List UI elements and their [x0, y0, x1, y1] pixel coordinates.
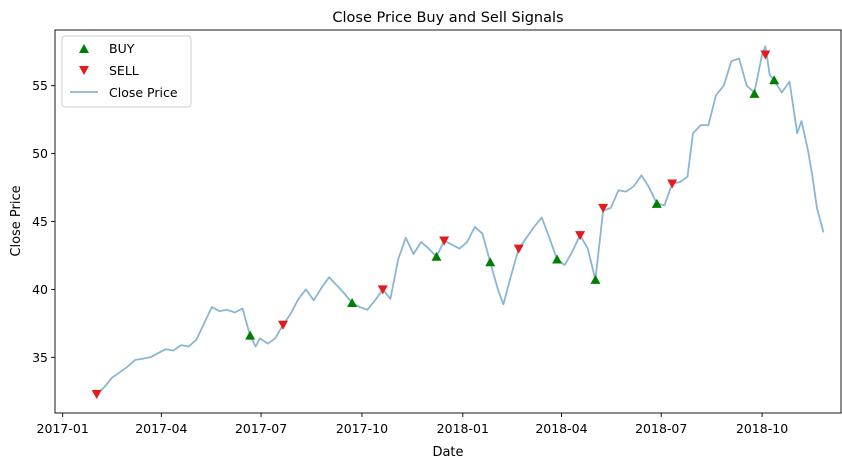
- sell-marker: [598, 203, 609, 213]
- y-tick-label: 35: [32, 350, 48, 365]
- chart-title: Close Price Buy and Sell Signals: [332, 10, 563, 26]
- x-axis-label: Date: [432, 445, 463, 460]
- x-tick-label: 2018-10: [736, 421, 788, 436]
- buy-marker: [245, 330, 256, 340]
- y-tick-label: 40: [32, 282, 48, 297]
- legend-buy-marker: [79, 44, 89, 53]
- buy-marker: [485, 257, 496, 267]
- x-tick-label: 2017-04: [135, 421, 187, 436]
- y-tick-label: 50: [32, 146, 48, 161]
- sell-marker: [513, 244, 524, 254]
- close-price-line: [96, 45, 825, 395]
- buy-marker: [749, 88, 760, 98]
- legend-sell-label: SELL: [109, 63, 139, 78]
- x-tick-label: 2017-10: [336, 421, 388, 436]
- legend-close-price-label: Close Price: [109, 85, 178, 100]
- sell-marker: [575, 231, 586, 241]
- sell-marker: [377, 285, 388, 295]
- y-axis-ticks: 35 40 45 50 55: [32, 78, 55, 365]
- close-price-series: [96, 45, 825, 395]
- sell-marker: [667, 179, 678, 189]
- buy-marker: [590, 274, 601, 284]
- legend-box: [61, 35, 192, 108]
- legend-sell-marker: [79, 66, 89, 75]
- x-tick-label: 2018-04: [535, 421, 587, 436]
- x-axis-ticks: 2017-01 2017-04 2017-07 2017-10 2018-01 2018-…: [37, 413, 788, 436]
- y-tick-label: 45: [32, 214, 48, 229]
- buy-signal-markers: [245, 75, 780, 340]
- y-axis-label: Close Price: [9, 185, 24, 256]
- legend-buy-label: BUY: [109, 41, 135, 56]
- x-tick-label: 2017-07: [235, 421, 287, 436]
- sell-signal-markers: [91, 50, 771, 399]
- sell-marker: [439, 236, 450, 246]
- buy-marker: [552, 254, 563, 264]
- legend: BUY SELL Close Price: [61, 35, 192, 108]
- buy-marker: [651, 198, 662, 208]
- x-tick-label: 2018-01: [437, 421, 489, 436]
- sell-marker: [760, 50, 771, 60]
- x-tick-label: 2018-07: [635, 421, 687, 436]
- sell-marker: [91, 389, 102, 399]
- buy-marker: [769, 75, 780, 85]
- buy-marker: [431, 251, 442, 261]
- y-tick-label: 55: [32, 78, 48, 93]
- buy-marker: [347, 297, 358, 307]
- sell-marker: [278, 320, 289, 330]
- x-tick-label: 2017-01: [37, 421, 89, 436]
